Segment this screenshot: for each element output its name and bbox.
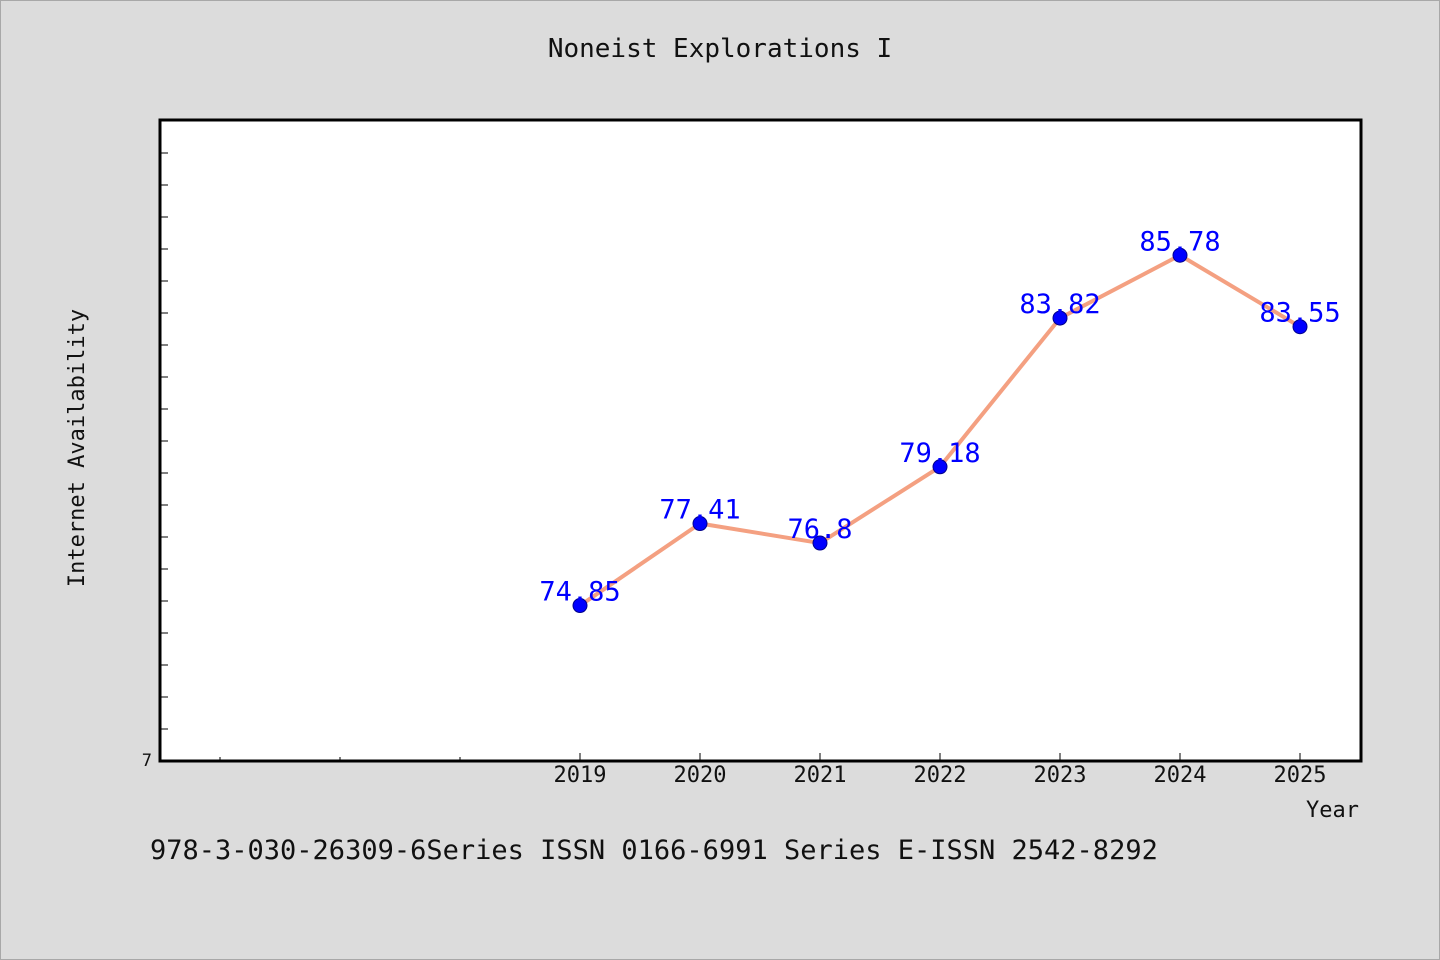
data-point	[812, 535, 828, 551]
data-labels: 74.85 77.41 76.8 79.18 83.82 85.78 83.55	[539, 226, 1340, 607]
data-point	[1052, 310, 1068, 326]
data-label: 83.55	[1259, 298, 1340, 329]
x-tick-labels: 2019 2020 2021 2022 2023 2024 2025	[554, 763, 1327, 788]
axis-ticks	[160, 152, 1301, 761]
data-label: 85.78	[1139, 226, 1220, 257]
data-label: 83.82	[1019, 289, 1100, 320]
y-axis-label: Internet Availability	[65, 309, 90, 587]
x-tick-label: 2024	[1154, 763, 1207, 788]
data-point	[1172, 247, 1188, 263]
x-tick-label: 2020	[674, 763, 727, 788]
data-label: 79.18	[899, 438, 980, 469]
data-point	[1292, 319, 1308, 335]
footer-issn-note: 978-3-030-26309-6Series ISSN 0166-6991 S…	[150, 835, 1158, 866]
x-tick-label: 2025	[1274, 763, 1327, 788]
plot-area	[158, 118, 1363, 763]
x-tick-label: 2022	[914, 763, 967, 788]
x-axis-label: Year	[1306, 798, 1359, 823]
series-markers	[572, 247, 1308, 614]
data-point	[932, 459, 948, 475]
x-tick-label: 2021	[794, 763, 847, 788]
chart-title: Noneist Explorations I	[547, 34, 893, 64]
y-tick-label: 7	[142, 751, 152, 771]
x-tick-label: 2023	[1034, 763, 1087, 788]
data-label: 76.8	[787, 514, 852, 545]
data-point	[572, 598, 588, 614]
data-point	[692, 516, 708, 532]
y-tick-labels: 7	[142, 751, 152, 771]
data-label: 74.85	[539, 577, 620, 608]
x-tick-label: 2019	[554, 763, 607, 788]
data-label: 77.41	[659, 495, 740, 526]
